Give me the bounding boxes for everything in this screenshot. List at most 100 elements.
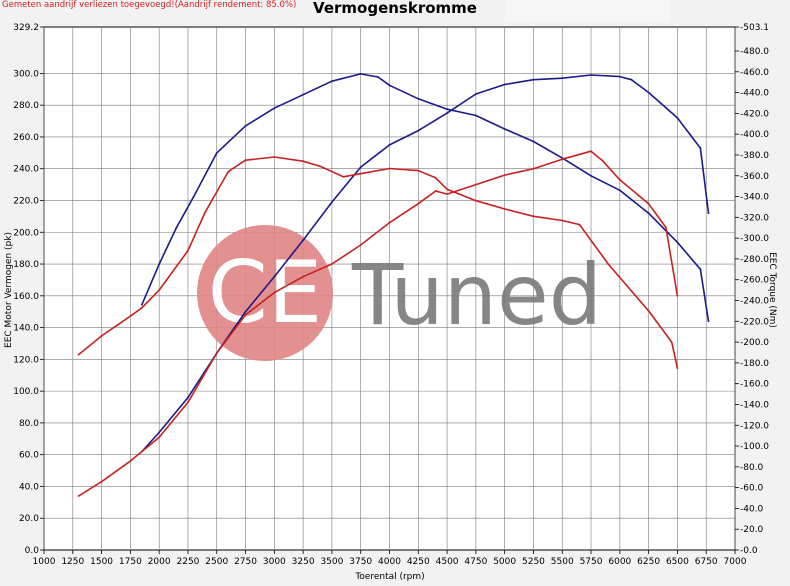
- series-point: [158, 436, 161, 439]
- series-point: [434, 176, 437, 179]
- series-point: [359, 166, 362, 169]
- series-point: [699, 147, 702, 150]
- series-point: [158, 289, 161, 291]
- y-tick-label: 140.0: [13, 324, 39, 334]
- y2-tick-label: -300.0: [740, 234, 769, 244]
- series-point: [388, 167, 391, 170]
- series-point: [532, 167, 535, 170]
- series-point: [446, 193, 448, 196]
- series-point: [129, 315, 132, 317]
- series-point: [175, 226, 178, 229]
- series-point: [590, 74, 592, 76]
- series-point: [377, 76, 379, 78]
- series-point: [532, 140, 535, 143]
- x-tick-label: 1000: [33, 557, 56, 567]
- series-point: [446, 188, 448, 191]
- y-tick-label: 160.0: [13, 292, 39, 302]
- x-tick-label: 6000: [608, 557, 631, 567]
- y2-tick-label: -480.0: [740, 47, 769, 57]
- x-tick-label: 3500: [320, 557, 343, 567]
- y2-tick-label: -503.1: [740, 23, 769, 33]
- x-tick-label: 2000: [148, 557, 171, 567]
- series-point: [302, 93, 304, 96]
- series-group: [77, 73, 710, 497]
- series-point: [319, 165, 322, 168]
- series-point: [417, 169, 420, 172]
- series-point: [273, 275, 276, 278]
- y-tick-label: 200.0: [13, 228, 39, 238]
- y-tick-label: 20.0: [19, 514, 39, 524]
- series-point: [676, 117, 679, 119]
- series-point: [388, 144, 391, 146]
- series-point: [342, 175, 345, 178]
- series-point: [192, 195, 195, 198]
- y2-tick-label: -420.0: [740, 109, 769, 119]
- x-tick-label: 2250: [177, 557, 200, 567]
- watermark-text-right: Tuned: [351, 246, 602, 344]
- series-point: [77, 495, 80, 497]
- x-tick-label: 4250: [407, 557, 430, 567]
- series-point: [302, 160, 304, 163]
- series-point: [77, 353, 80, 356]
- series-point: [273, 107, 276, 110]
- x-tick-label: 1500: [90, 557, 113, 567]
- watermark-circle: [197, 225, 333, 361]
- y-tick-label: 260.0: [13, 133, 39, 143]
- y-tick-label: 300.0: [13, 69, 39, 79]
- series-point: [503, 83, 506, 86]
- y2-tick-label: -400.0: [740, 130, 769, 140]
- y2-tick-label: -320.0: [740, 213, 769, 223]
- y-tick-label: 0.0: [25, 546, 40, 556]
- series-line-1: [141, 73, 710, 322]
- series-point: [475, 199, 477, 202]
- series-point: [215, 352, 218, 354]
- series-point: [446, 108, 448, 111]
- drive-loss-warning: Gemeten aandrijf verliezen toegevoegd!(A…: [2, 0, 297, 10]
- series-point: [100, 480, 103, 483]
- series-point: [707, 212, 710, 215]
- series-point: [331, 201, 333, 204]
- y2-tick-label: -100.0: [740, 442, 769, 452]
- y-tick-label: 220.0: [13, 196, 39, 206]
- x-tick-label: 4750: [464, 557, 487, 567]
- y2-tick-label: -80.0: [740, 463, 764, 473]
- series-point: [647, 310, 650, 312]
- series-point: [417, 129, 420, 132]
- y-tick-label: 40.0: [19, 482, 39, 492]
- y2-tick-label: -440.0: [740, 89, 769, 99]
- x-tick-label: 4000: [378, 557, 401, 567]
- series-point: [630, 78, 633, 81]
- series-point: [446, 112, 448, 114]
- y-tick-label: 60.0: [19, 451, 39, 461]
- series-point: [227, 170, 230, 173]
- x-tick-label: 3000: [263, 557, 286, 567]
- series-point: [618, 189, 621, 192]
- x-tick-labels: 1000 1250 1500 1750 2000 2250 2500 2750 3000 3250…: [33, 550, 747, 567]
- watermark-logo: CE Tuned: [197, 225, 602, 361]
- y-tick-label: 240.0: [13, 165, 39, 175]
- series-point: [532, 78, 535, 81]
- series-point: [141, 306, 143, 309]
- series-point: [129, 460, 132, 462]
- watermark-text-left: CE: [208, 243, 322, 343]
- y-tick-label: 180.0: [13, 260, 39, 270]
- y2-tick-label: -260.0: [740, 276, 769, 286]
- series-point: [388, 84, 391, 87]
- x-tick-label: 5250: [522, 557, 545, 567]
- x-tick-label: 5000: [493, 557, 516, 567]
- y-tick-label: 120.0: [13, 355, 39, 365]
- series-point: [244, 159, 247, 162]
- series-point: [215, 152, 218, 154]
- series-point: [187, 249, 189, 252]
- y2-tick-label: -460.0: [740, 68, 769, 78]
- x-tick-label: 1250: [61, 557, 84, 567]
- series-point: [417, 97, 420, 100]
- series-point: [578, 223, 581, 226]
- series-point: [665, 226, 667, 229]
- series-point: [647, 212, 650, 215]
- y2-tick-label: -40.0: [740, 504, 764, 514]
- y-tick-labels: 0.0 20.0 40.0 60.0 80.0 100.0 120.0 140.0 160.0 1…: [13, 23, 44, 556]
- series-point: [302, 275, 304, 278]
- series-point: [187, 401, 189, 404]
